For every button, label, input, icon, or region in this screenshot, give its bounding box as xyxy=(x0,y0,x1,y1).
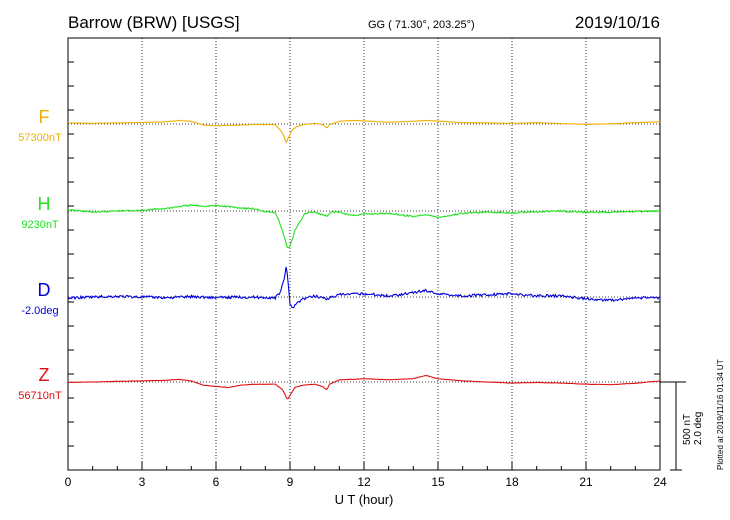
series-baseline-d: -2.0deg xyxy=(21,305,58,317)
x-tick-label: 3 xyxy=(139,475,146,489)
grid-lines xyxy=(141,38,587,470)
x-tick-label: 9 xyxy=(287,475,294,489)
series-line-h xyxy=(67,203,661,249)
series-baseline-f: 57300nT xyxy=(18,132,62,144)
x-axis-label: U T (hour) xyxy=(335,492,394,507)
x-tick-label: 15 xyxy=(431,475,445,489)
series-baseline-h: 9230nT xyxy=(21,219,59,231)
x-tick-label: 12 xyxy=(357,475,371,489)
x-tick-label: 18 xyxy=(505,475,519,489)
axis-ticks xyxy=(67,61,661,470)
series-labels: F 57300nT H 9230nT D -2.0deg Z 56710nT xyxy=(18,107,62,402)
scale-deg-label: 2.0 deg xyxy=(693,412,704,445)
x-tick-label: 24 xyxy=(653,475,667,489)
station-title: Barrow (BRW) [USGS] xyxy=(68,13,240,32)
series-layer xyxy=(67,119,661,400)
plotted-timestamp: Plotted at 2019/11/16 01:34 UT xyxy=(716,359,725,470)
x-tick-label: 0 xyxy=(65,475,72,489)
series-baseline-z: 56710nT xyxy=(18,390,62,402)
x-tick-label: 6 xyxy=(213,475,220,489)
x-tick-labels: 0 3 6 9 12 15 18 21 24 xyxy=(65,475,667,489)
series-name-d: D xyxy=(38,280,51,300)
scale-nt-label: 500 nT xyxy=(682,414,693,445)
coordinates-label: GG ( 71.30°, 203.25°) xyxy=(368,19,475,31)
series-name-f: F xyxy=(39,107,50,127)
scale-bar: 500 nT 2.0 deg xyxy=(660,381,704,471)
series-name-h: H xyxy=(38,194,51,214)
series-name-z: Z xyxy=(39,365,50,385)
series-line-z xyxy=(67,374,661,400)
x-tick-label: 21 xyxy=(579,475,593,489)
date-label: 2019/10/16 xyxy=(575,13,660,32)
series-line-f xyxy=(67,119,661,144)
series-line-d xyxy=(67,266,661,309)
